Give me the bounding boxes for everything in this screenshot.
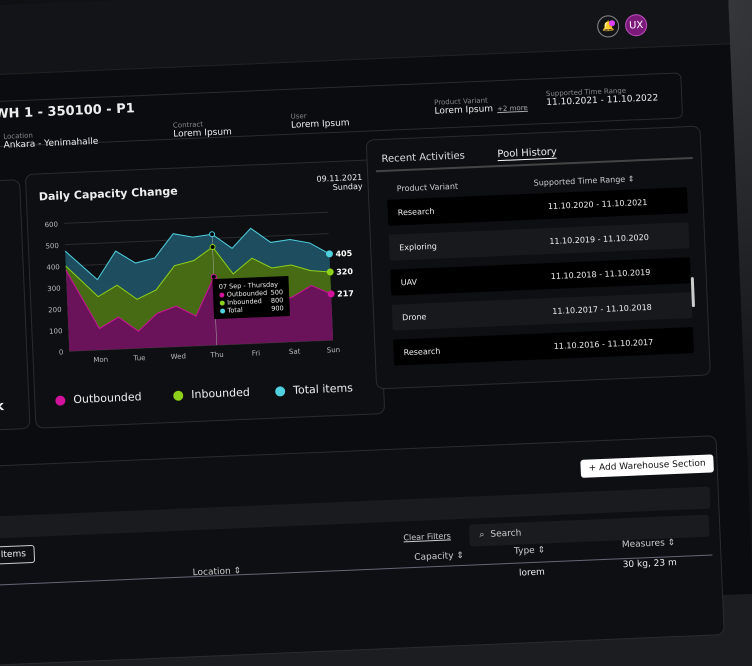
more-link[interactable]: +2 more [497,104,528,113]
end-label: 217 [337,289,354,299]
sections-card: + Add Warehouse Section Items Clear Filt… [0,435,725,666]
chart-title: Daily Capacity Change [39,185,178,204]
day: Sunday [317,182,363,193]
x-tick-label: Tue [132,354,145,363]
y-tick-label: 0 [59,348,64,356]
hover-point [209,232,214,237]
legend-dot [275,386,285,396]
range: 11.10.2016 - 11.10.2017 [513,336,693,353]
tab-recent-activities[interactable]: Recent Activities [381,150,465,164]
range: 11.10.2018 - 11.10.2019 [510,266,690,283]
legend-label: Total items [293,381,353,396]
tooltip-label: Inbounded [227,297,262,306]
tooltip-label: Total [227,306,243,315]
cell-measures: 30 kg, 23 m [623,558,677,570]
x-tick-label: Wed [171,352,187,361]
items-button[interactable]: Items [0,545,35,565]
header-label: Measures [622,538,665,550]
notification-button[interactable]: 🔔 [597,15,620,38]
avatar[interactable]: UX [625,14,648,37]
activity-card: Recent Activities Pool History Product V… [366,126,711,390]
add-warehouse-section-button[interactable]: + Add Warehouse Section [580,454,714,478]
cell-type: lorem [519,568,545,579]
x-tick-label: Sat [289,348,301,356]
header-label: Location [193,567,231,579]
legend-dot [173,390,183,400]
y-tick-label: 400 [46,263,60,272]
variant: Research [388,203,508,217]
tab-pool-history[interactable]: Pool History [497,147,557,161]
variant: Research [393,343,513,357]
y-tick-label: 100 [49,327,63,336]
variant: Exploring [389,238,509,252]
range: 11.10.2020 - 11.10.2021 [507,196,687,213]
end-label: 320 [336,267,353,277]
y-tick-label: 600 [44,221,58,230]
legend-dot [55,395,65,405]
hover-point [210,244,215,249]
header-label: Type [514,546,535,557]
variant: Drone [392,308,512,322]
x-tick-label: Fri [252,349,261,357]
column-type[interactable]: Type ⇕ [514,545,545,556]
y-tick-label: 300 [47,285,61,294]
x-tick-label: Thu [209,351,223,360]
tooltip-value: 900 [271,304,284,313]
column-product-variant[interactable]: Product Variant [397,182,459,194]
legend-label: Inbounded [191,386,250,401]
search-placeholder: Search [490,528,521,539]
column-capacity[interactable]: Capacity ⇕ [414,551,464,563]
top-bar: 🔔 UX [0,0,730,76]
variant: UAV [391,273,511,287]
y-tick-label: 200 [48,306,62,315]
table-header-divider [0,554,712,585]
gridline [64,212,328,223]
left-card-title: ck [0,399,4,415]
column-time-range[interactable]: Supported Time Range ⇕ [533,174,634,187]
search-icon: ⌕ [479,530,484,540]
range: 11.10.2017 - 11.10.2018 [512,301,692,318]
field-value: Lorem Ipsum [173,127,232,139]
column-measures[interactable]: Measures ⇕ [622,538,676,550]
header-label: Capacity [414,551,454,563]
clear-filters-link[interactable]: Clear Filters [403,531,451,542]
header-label: Supported Time Range [533,175,625,188]
y-tick-label: 500 [45,242,59,251]
end-label: 405 [335,249,352,259]
x-tick-label: Mon [93,356,108,365]
column-location[interactable]: Location ⇕ [193,566,242,578]
range: 11.10.2019 - 11.10.2020 [509,231,689,248]
x-tick-label: Sun [327,346,341,355]
scrollbar[interactable] [691,277,695,307]
sort-icon: ⇕ [628,174,635,183]
